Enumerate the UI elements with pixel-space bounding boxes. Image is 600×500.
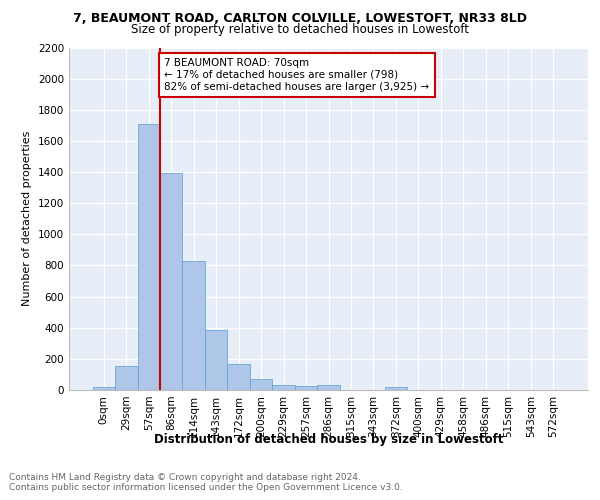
Bar [205, 330, 227, 390]
Bar [295, 386, 317, 390]
Bar [115, 366, 137, 390]
Bar [385, 387, 407, 390]
Bar [160, 173, 182, 390]
Bar [137, 124, 160, 390]
Text: Contains public sector information licensed under the Open Government Licence v3: Contains public sector information licen… [9, 484, 403, 492]
Text: Distribution of detached houses by size in Lowestoft: Distribution of detached houses by size … [154, 432, 503, 446]
Bar [182, 261, 205, 390]
Y-axis label: Number of detached properties: Number of detached properties [22, 131, 32, 306]
Text: 7 BEAUMONT ROAD: 70sqm
← 17% of detached houses are smaller (798)
82% of semi-de: 7 BEAUMONT ROAD: 70sqm ← 17% of detached… [164, 58, 430, 92]
Text: Size of property relative to detached houses in Lowestoft: Size of property relative to detached ho… [131, 22, 469, 36]
Bar [317, 386, 340, 390]
Bar [227, 364, 250, 390]
Text: 7, BEAUMONT ROAD, CARLTON COLVILLE, LOWESTOFT, NR33 8LD: 7, BEAUMONT ROAD, CARLTON COLVILLE, LOWE… [73, 12, 527, 26]
Text: Contains HM Land Registry data © Crown copyright and database right 2024.: Contains HM Land Registry data © Crown c… [9, 472, 361, 482]
Bar [92, 387, 115, 390]
Bar [272, 384, 295, 390]
Bar [250, 379, 272, 390]
